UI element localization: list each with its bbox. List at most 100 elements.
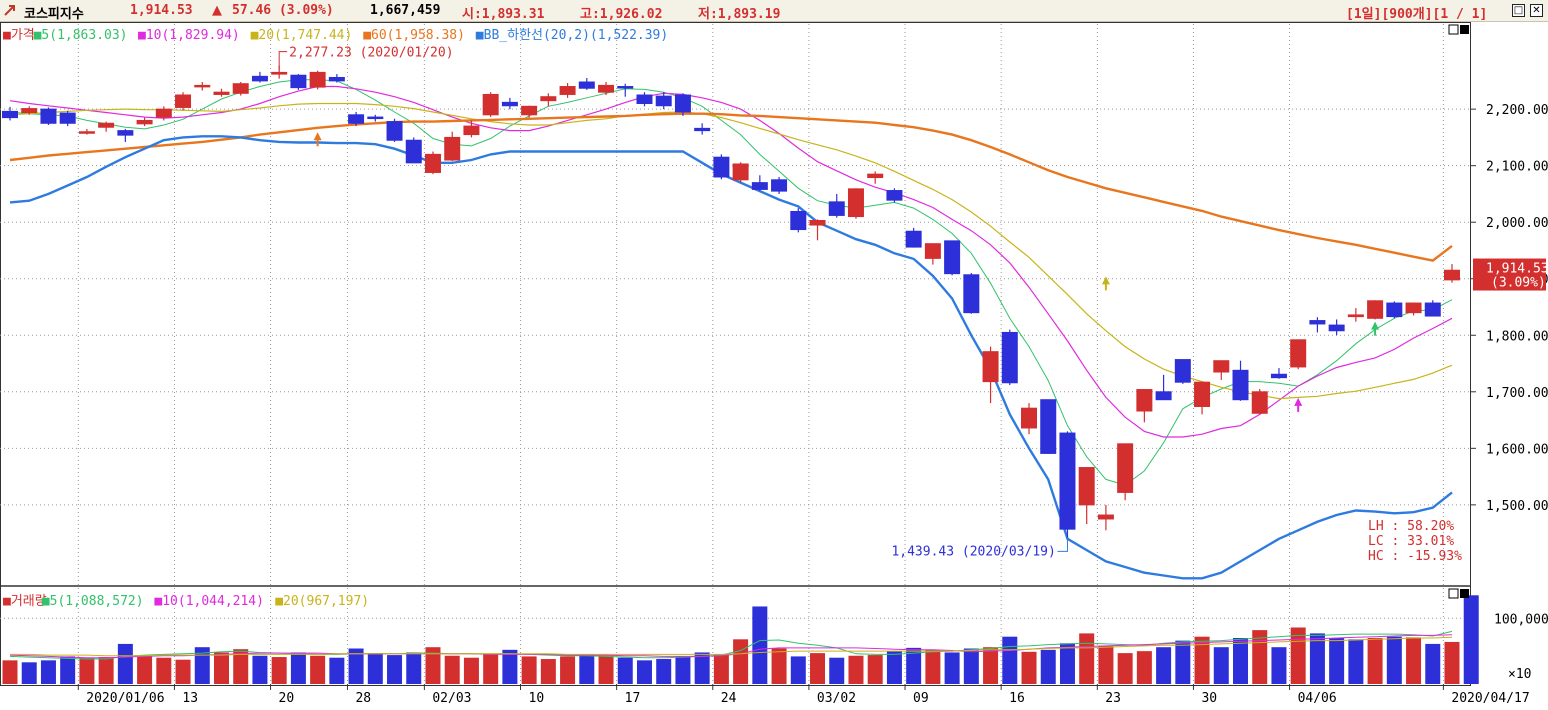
candle-body: [1136, 389, 1153, 412]
price-axis-tick-label: 2,200.00: [1486, 103, 1548, 118]
open-price: 시:1,893.31: [462, 7, 545, 22]
volume-bar: [675, 656, 691, 684]
volume-bar: [213, 652, 229, 684]
volume-bar: [2, 660, 18, 684]
date-axis-label: 17: [625, 691, 641, 706]
volume-bar: [790, 656, 806, 684]
candle-body: [175, 94, 192, 108]
candle-body: [405, 139, 422, 164]
candle-body: [1097, 514, 1114, 520]
candle-body: [1309, 320, 1326, 325]
candle-body: [2, 110, 18, 119]
volume-bar: [867, 655, 883, 684]
ratio-stat: LH : 58.20%: [1368, 519, 1454, 534]
volume-bar: [1021, 651, 1037, 684]
candle-body: [309, 71, 326, 88]
volume-bar: [175, 659, 191, 684]
candle-body: [1059, 432, 1076, 530]
trade-volume: 1,667,459: [370, 3, 441, 18]
price-axis-tick-label: 1,600.00: [1486, 442, 1548, 457]
candle-body: [867, 173, 884, 179]
volume-bar: [829, 657, 845, 684]
price-legend-item: ■5(1,863.03): [34, 28, 128, 43]
candle-body: [194, 84, 211, 88]
volume-bar: [60, 656, 76, 684]
candle-body: [790, 210, 807, 231]
volume-axis-unit-label: ×10: [1508, 667, 1531, 682]
volume-bar: [1098, 645, 1114, 684]
candle-body: [78, 131, 95, 134]
chart-link-icon[interactable]: [3, 3, 17, 17]
volume-bar: [79, 657, 95, 684]
candle-body: [1347, 314, 1364, 318]
volume-bar: [367, 653, 383, 684]
volume-bar: [1348, 639, 1364, 684]
volume-bar: [1425, 643, 1441, 684]
high-price-annotation: 2,277.23 (2020/01/20): [289, 46, 453, 61]
low-price: 저:1,893.19: [698, 7, 781, 22]
maximize-button[interactable]: □: [1512, 4, 1525, 17]
candle-body: [1405, 302, 1422, 314]
candle-body: [98, 122, 115, 128]
price-axis-tick-label: 1,700.00: [1486, 386, 1548, 401]
volume-bar: [771, 648, 787, 684]
signal-arrow-icon: [1294, 397, 1303, 412]
high-price: 고:1,926.02: [580, 7, 663, 22]
date-axis-label: 03/02: [817, 691, 856, 706]
volume-bar: [1252, 630, 1268, 684]
volume-bar: [1136, 651, 1152, 684]
volume-bar: [752, 606, 768, 684]
candle-body: [636, 94, 653, 104]
volume-bar: [137, 656, 153, 684]
candle-body: [1386, 302, 1403, 318]
volume-bar: [886, 651, 902, 684]
candle-body: [117, 130, 134, 136]
volume-bar: [733, 639, 749, 684]
chart-area[interactable]: 2,200.002,100.002,000.001,900.001,800.00…: [0, 22, 1548, 710]
candle-body: [559, 86, 576, 95]
signal-arrow-icon: [313, 132, 322, 147]
volume-bar: [694, 652, 710, 684]
period-selector[interactable]: [1일][900개][1 / 1]: [1346, 7, 1488, 22]
candle-body: [944, 240, 961, 275]
volume-bar: [21, 662, 37, 684]
title-bar: 코스피지수 1,914.53 ▲ 57.46 (3.09%) 1,667,459…: [0, 0, 1548, 22]
close-button[interactable]: ✕: [1530, 4, 1543, 17]
volume-bar: [117, 643, 133, 684]
volume-bar: [1463, 595, 1479, 684]
volume-legend-item: ■20(967,197): [275, 594, 369, 609]
date-axis-label: 09: [913, 691, 929, 706]
stock-name: 코스피지수: [24, 7, 84, 22]
volume-bar: [463, 657, 479, 684]
candle-body: [674, 94, 691, 113]
volume-bar: [290, 652, 306, 684]
current-price: 1,914.53: [130, 3, 193, 18]
low-marker-line: [1057, 537, 1068, 552]
volume-bar: [540, 659, 556, 684]
candle-body: [1021, 407, 1038, 429]
candle-body: [1174, 359, 1191, 383]
volume-bar: [194, 647, 210, 684]
candle-body: [713, 156, 730, 178]
price-legend-item: ■가격: [3, 28, 35, 43]
volume-ma-line-5: [9, 630, 1453, 660]
candle-body: [59, 112, 76, 124]
volume-legend-item: ■거래량: [3, 594, 47, 609]
ma-line-bb202: [9, 135, 1453, 580]
candle-body: [1270, 373, 1287, 379]
price-legend-item: ■60(1,958.38): [363, 28, 465, 43]
candle-body: [732, 163, 749, 181]
last-change-label: (3.09%): [1491, 276, 1546, 291]
candle-body: [271, 71, 288, 75]
date-axis-label: 30: [1201, 691, 1217, 706]
candle-body: [655, 95, 672, 107]
volume-bar: [1386, 636, 1402, 684]
date-axis-label: 10: [529, 691, 545, 706]
date-axis-label: 24: [721, 691, 737, 706]
volume-legend-item: ■10(1,044,214): [154, 594, 264, 609]
change-arrow: ▲: [212, 3, 222, 18]
volume-bar: [1271, 647, 1287, 684]
candle-body: [847, 188, 864, 218]
signal-arrow-icon: [1101, 276, 1110, 291]
candle-body: [617, 86, 634, 89]
